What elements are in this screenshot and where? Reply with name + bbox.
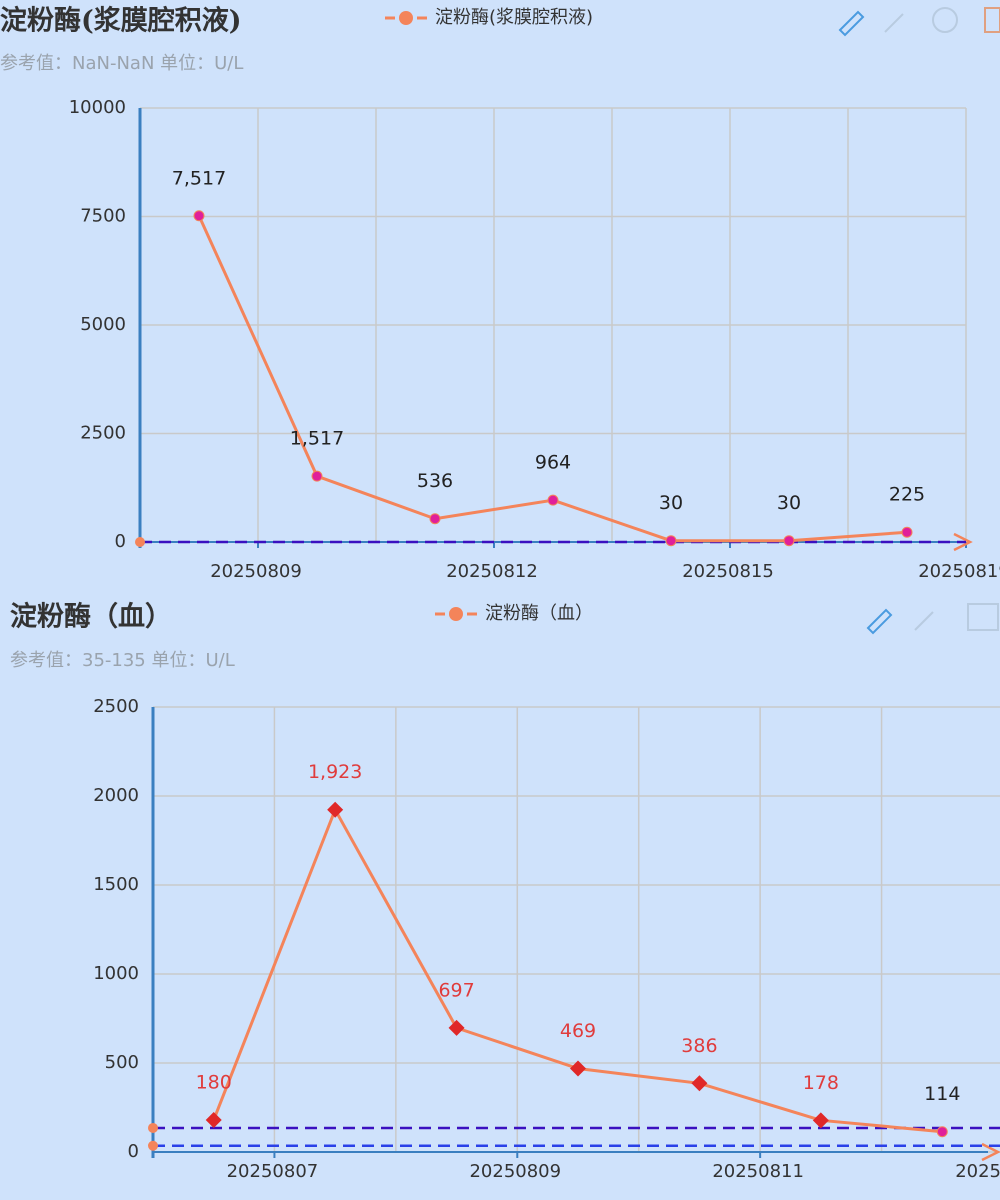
axis-arrow bbox=[953, 532, 973, 552]
data-label: 180 bbox=[196, 1071, 232, 1093]
point-marker bbox=[448, 1019, 465, 1036]
point-marker bbox=[193, 210, 205, 222]
y-tick-label: 5000 bbox=[80, 314, 126, 335]
reference-marker bbox=[148, 1140, 158, 1151]
x-tick-label: 20250809 bbox=[469, 1161, 561, 1182]
reference-marker bbox=[135, 537, 145, 547]
data-label: 30 bbox=[777, 492, 801, 514]
icon[interactable] bbox=[984, 7, 1000, 33]
axis-arrow bbox=[981, 1142, 1000, 1162]
point-marker bbox=[936, 1126, 948, 1138]
y-tick-label: 2500 bbox=[80, 423, 126, 444]
data-label: 178 bbox=[803, 1072, 839, 1094]
data-label: 964 bbox=[535, 452, 571, 474]
x-tick-label: 20250813 bbox=[955, 1161, 1000, 1182]
chart-title: 淀粉酶（血） bbox=[10, 601, 172, 633]
point-marker bbox=[783, 535, 795, 547]
y-tick-label: 2500 bbox=[93, 696, 139, 717]
icon[interactable] bbox=[932, 7, 958, 33]
data-label: 225 bbox=[889, 484, 925, 506]
chart-subtitle: 参考值：35-135 单位：U/L bbox=[10, 650, 235, 671]
data-label: 469 bbox=[560, 1020, 596, 1042]
y-tick-label: 0 bbox=[128, 1141, 139, 1162]
data-label: 114 bbox=[924, 1083, 960, 1105]
y-tick-label: 0 bbox=[115, 531, 126, 552]
y-tick-label: 1500 bbox=[93, 874, 139, 895]
data-label: 536 bbox=[417, 470, 453, 492]
data-label: 697 bbox=[438, 979, 474, 1001]
y-tick-label: 7500 bbox=[80, 206, 126, 227]
icon[interactable] bbox=[884, 13, 904, 33]
y-tick-label: 10000 bbox=[69, 97, 126, 118]
y-tick-label: 2000 bbox=[93, 785, 139, 806]
point-marker bbox=[812, 1112, 829, 1129]
x-tick-label: 20250819 bbox=[918, 561, 1000, 582]
toolbar-2[interactable] bbox=[866, 603, 999, 635]
x-tick-label: 20250811 bbox=[712, 1161, 804, 1182]
point-marker bbox=[327, 801, 344, 818]
edit-icon[interactable] bbox=[838, 10, 865, 37]
point-marker bbox=[570, 1060, 586, 1077]
chart-title: 淀粉酶(浆膜腔积液) bbox=[0, 5, 242, 37]
x-tick-label: 20250807 bbox=[227, 1161, 319, 1182]
reference-marker bbox=[148, 1122, 158, 1133]
legend-item: 淀粉酶（血） bbox=[435, 603, 593, 624]
point-marker bbox=[311, 470, 323, 482]
y-tick-label: 1000 bbox=[93, 963, 139, 984]
legend-marker bbox=[449, 607, 463, 621]
point-marker bbox=[901, 526, 913, 538]
x-tick-label: 20250815 bbox=[682, 561, 774, 582]
point-marker bbox=[429, 513, 441, 525]
toolbar-1[interactable] bbox=[838, 7, 1000, 37]
data-label: 7,517 bbox=[172, 167, 226, 189]
legend-label: 淀粉酶(浆膜腔积液) bbox=[435, 7, 593, 28]
icon[interactable] bbox=[914, 611, 934, 631]
point-marker bbox=[547, 494, 559, 506]
data-label: 30 bbox=[659, 492, 683, 514]
legend-item: 淀粉酶(浆膜腔积液) bbox=[385, 7, 593, 28]
icon[interactable] bbox=[967, 603, 999, 631]
point-marker bbox=[691, 1075, 708, 1092]
data-label: 386 bbox=[681, 1035, 717, 1057]
y-tick-label: 500 bbox=[105, 1052, 139, 1073]
legend-label: 淀粉酶（血） bbox=[485, 603, 593, 624]
data-label: 1,517 bbox=[290, 428, 344, 450]
legend-marker bbox=[399, 11, 413, 25]
edit-icon[interactable] bbox=[866, 608, 893, 635]
data-label: 1,923 bbox=[308, 761, 362, 783]
point-marker bbox=[205, 1111, 222, 1128]
x-tick-label: 20250812 bbox=[446, 561, 538, 582]
x-tick-label: 20250809 bbox=[210, 561, 302, 582]
chart-subtitle: 参考值：NaN-NaN 单位：U/L bbox=[0, 53, 243, 74]
point-marker bbox=[665, 535, 677, 547]
